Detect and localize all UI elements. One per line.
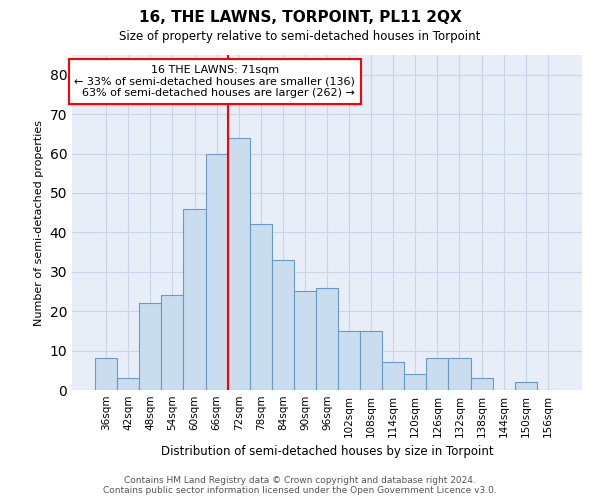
Bar <box>515 382 537 390</box>
Text: Contains HM Land Registry data © Crown copyright and database right 2024.
Contai: Contains HM Land Registry data © Crown c… <box>103 476 497 495</box>
Bar <box>161 296 184 390</box>
Bar <box>272 260 294 390</box>
Bar <box>360 331 382 390</box>
Bar <box>206 154 227 390</box>
Bar <box>294 292 316 390</box>
Bar <box>316 288 338 390</box>
Bar <box>427 358 448 390</box>
Text: 16 THE LAWNS: 71sqm
← 33% of semi-detached houses are smaller (136)
  63% of sem: 16 THE LAWNS: 71sqm ← 33% of semi-detach… <box>74 65 355 98</box>
Text: Size of property relative to semi-detached houses in Torpoint: Size of property relative to semi-detach… <box>119 30 481 43</box>
Bar <box>95 358 117 390</box>
Bar <box>404 374 427 390</box>
Bar <box>139 304 161 390</box>
X-axis label: Distribution of semi-detached houses by size in Torpoint: Distribution of semi-detached houses by … <box>161 446 493 458</box>
Y-axis label: Number of semi-detached properties: Number of semi-detached properties <box>34 120 44 326</box>
Text: 16, THE LAWNS, TORPOINT, PL11 2QX: 16, THE LAWNS, TORPOINT, PL11 2QX <box>139 10 461 25</box>
Bar <box>117 378 139 390</box>
Bar <box>470 378 493 390</box>
Bar <box>338 331 360 390</box>
Bar <box>382 362 404 390</box>
Bar <box>448 358 470 390</box>
Bar <box>184 208 206 390</box>
Bar <box>227 138 250 390</box>
Bar <box>250 224 272 390</box>
